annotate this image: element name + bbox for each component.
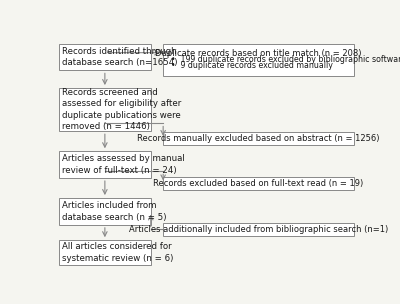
Text: Articles assessed by manual
review of full-text (n = 24): Articles assessed by manual review of fu… [62,154,185,175]
Text: Records identified through
database search (n=1654): Records identified through database sear… [62,47,178,67]
FancyBboxPatch shape [163,133,354,145]
Text: All articles considered for
systematic review (n = 6): All articles considered for systematic r… [62,242,174,263]
Text: Articles additionally included from bibliographic search (n=1): Articles additionally included from bibl… [129,225,388,234]
Text: Records screened and
assessed for eligibility after
duplicate publications were
: Records screened and assessed for eligib… [62,88,182,131]
FancyBboxPatch shape [59,151,151,178]
Text: Duplicate records based on title match (n = 208): Duplicate records based on title match (… [155,49,362,58]
Text: •  9 duplicate records excluded manually: • 9 duplicate records excluded manually [171,61,333,70]
Text: Articles included from
database search (n = 5): Articles included from database search (… [62,201,167,222]
Text: Records manually excluded based on abstract (n = 1256): Records manually excluded based on abstr… [137,134,380,143]
FancyBboxPatch shape [163,223,354,236]
FancyBboxPatch shape [59,43,151,71]
FancyBboxPatch shape [163,43,354,76]
FancyBboxPatch shape [59,198,151,225]
FancyBboxPatch shape [163,177,354,190]
Text: •  199 duplicate records excluded by bibliographic software: • 199 duplicate records excluded by bibl… [171,54,400,64]
FancyBboxPatch shape [59,88,151,131]
Text: Records excluded based on full-text read (n = 19): Records excluded based on full-text read… [153,179,364,188]
FancyBboxPatch shape [59,240,151,265]
